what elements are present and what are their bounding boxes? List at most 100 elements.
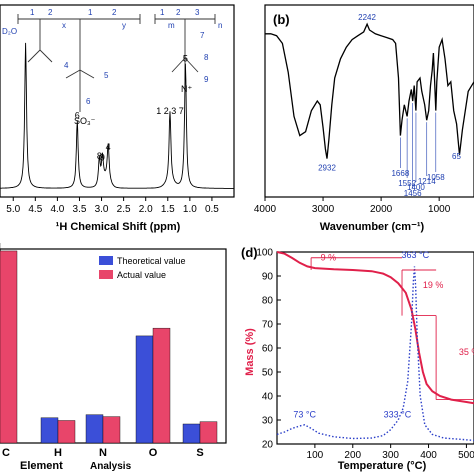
ftir-spectrum-line: [265, 22, 474, 159]
structure-num-1c: 1: [160, 8, 165, 17]
tga-y-tick-label: 90: [262, 272, 274, 283]
nmr-peak-labels: 6 894 1 2 3 7 5: [75, 54, 188, 163]
ftir-x-tick-label: 1000: [428, 204, 451, 215]
bar-H-theoretical: [40, 417, 59, 444]
element-category-label: N: [99, 447, 107, 459]
structure-num-5: 5: [104, 71, 109, 80]
nmr-spectrum-line: [0, 42, 234, 189]
ftir-chart: (b) 4000 3000 2000 1000 2932 2242 16681552145…: [254, 4, 474, 233]
panel-d: (d) 20 30 40 50 60 70 80 90 100 100 200 300 400 500 …: [237, 237, 474, 474]
ftir-peak-label: 2242: [358, 13, 376, 22]
element-category-label: C: [2, 447, 10, 459]
tga-y-ticks: 20 30 40 50 60 70 80 90 100: [256, 248, 281, 451]
bar-S-actual: [199, 421, 218, 444]
tga-x-tick-label: 200: [344, 450, 361, 461]
tga-y-tick-label: 60: [262, 344, 274, 355]
nmr-x-axis-title: ¹H Chemical Shift (ppm): [56, 221, 181, 233]
ftir-peak-label: 1214: [418, 177, 436, 186]
tga-y-tick-label: 30: [262, 416, 274, 427]
element-category-label: H: [54, 447, 62, 459]
structure-subscript-y: y: [122, 21, 126, 30]
structure-num-6: 6: [86, 97, 91, 106]
tga-y-axis-title: Mass (%): [244, 328, 256, 376]
nmr-x-tick-label: 1.5: [161, 204, 175, 215]
structure-num-1b: 1: [88, 8, 93, 17]
bar-S-theoretical: [182, 423, 201, 444]
bar-O-actual: [152, 327, 171, 444]
structure-num-3: 3: [195, 8, 200, 17]
panel-b: (b) 4000 3000 2000 1000 2932 2242 1668 1552 145…: [237, 0, 474, 237]
tga-y-tick-label: 40: [262, 392, 274, 403]
nmr-peak-label: 6: [75, 111, 80, 121]
bar-N-theoretical: [85, 414, 104, 444]
structure-subscript-m: m: [168, 21, 175, 30]
nmr-x-tick-label: 2.5: [117, 204, 131, 215]
tga-annotation-9: 9 %: [321, 252, 337, 262]
nmr-peak-label: 4: [106, 142, 111, 152]
nmr-x-tick-label: 4.5: [28, 204, 42, 215]
tga-annotation-19: 19 %: [423, 280, 444, 290]
ftir-peak-label: 1058: [427, 173, 445, 182]
ftir-peak-label: 2932: [318, 164, 336, 173]
bar-N-actual: [102, 416, 121, 444]
ftir-x-tick-label: 2000: [370, 204, 393, 215]
panel-tag-b: (b): [273, 12, 290, 27]
tga-mass-curve: [276, 251, 474, 405]
nmr-x-tick-label: 3.0: [95, 204, 109, 215]
legend-label-actual: Actual value: [117, 270, 166, 280]
structure-num-7: 7: [200, 31, 205, 40]
tga-annotations: 9 % 19 % 35 % 363 °C 333 °C 73 °C: [293, 250, 474, 420]
panel-tag-d: (d): [241, 245, 258, 260]
nmr-x-tick-label: 3.5: [73, 204, 87, 215]
tga-x-tick-label: 500: [458, 450, 474, 461]
ftir-x-axis-title: Wavenumber (cm⁻¹): [320, 221, 425, 233]
panel-a: SO₃⁻ N⁺ x y m n 1 2 1 2 1 2 3 4 5 6 7 8 …: [0, 0, 237, 237]
structure-num-2c: 2: [176, 8, 181, 17]
nmr-solvent-label: D₂O: [2, 27, 17, 36]
element-bars: [0, 242, 218, 444]
element-legend: Theoretical value Actual value: [99, 256, 186, 280]
structure-num-9: 9: [204, 75, 209, 84]
ftir-x-tick-label: 4000: [254, 204, 277, 215]
ftir-peak-label: 1668: [391, 169, 409, 178]
tga-y-tick-label: 80: [262, 296, 274, 307]
structure-group-sulfonate: SO₃⁻: [74, 116, 96, 126]
structure-subscript-n: n: [218, 21, 222, 30]
nmr-x-tick-label: 2.0: [139, 204, 153, 215]
structure-num-1a: 1: [30, 8, 35, 17]
element-analysis-chart: C H N O S Theoretical value Actual value Ele…: [0, 242, 227, 472]
tga-x-tick-label: 100: [307, 450, 324, 461]
nmr-x-ticks: 5.0 4.5 4.0 3.5 3.0 2.5 2.0 1.5 1.0 0.5: [6, 197, 219, 215]
bar-O-theoretical: [135, 335, 154, 444]
tga-y-tick-label: 20: [262, 440, 274, 451]
dtg-peak-label-333: 333 °C: [384, 410, 412, 420]
nmr-x-tick-label: 5.0: [6, 204, 20, 215]
nmr-x-tick-label: 1.0: [183, 204, 197, 215]
structure-subscript-x: x: [62, 21, 66, 30]
element-category-label: O: [149, 447, 158, 459]
nmr-plot-frame: [0, 4, 235, 198]
tga-x-axis-title: Temperature (°C): [338, 460, 427, 472]
nmr-peak-label: 8: [97, 151, 102, 161]
ftir-peak-label: 1552: [398, 179, 416, 188]
ftir-x-tick-label: 3000: [312, 204, 335, 215]
nmr-x-tick-label: 0.5: [205, 204, 219, 215]
ftir-x-ticks: 4000 3000 2000 1000: [254, 197, 451, 215]
monomer-structure: [17, 14, 216, 112]
panel-c: C H N O S Theoretical value Actual value Ele…: [0, 237, 237, 474]
tga-y-tick-label: 100: [256, 248, 273, 259]
structure-group-ammonium: N⁺: [181, 84, 192, 94]
element-x-title-part1: Element: [20, 460, 63, 472]
tga-x-tick-label: 400: [420, 450, 437, 461]
structure-num-4: 4: [64, 61, 69, 70]
nmr-chart: SO₃⁻ N⁺ x y m n 1 2 1 2 1 2 3 4 5 6 7 8 …: [0, 4, 235, 233]
legend-label-theoretical: Theoretical value: [117, 256, 186, 266]
nmr-peak-label: 9: [100, 153, 105, 163]
tga-x-ticks: 100 200 300 400 500: [307, 444, 474, 461]
ftir-peak-label: 1456: [404, 189, 422, 198]
structure-num-8: 8: [204, 53, 209, 62]
tga-annotation-35: 35 %: [459, 347, 474, 357]
dtg-peak-label-73: 73 °C: [293, 410, 316, 420]
